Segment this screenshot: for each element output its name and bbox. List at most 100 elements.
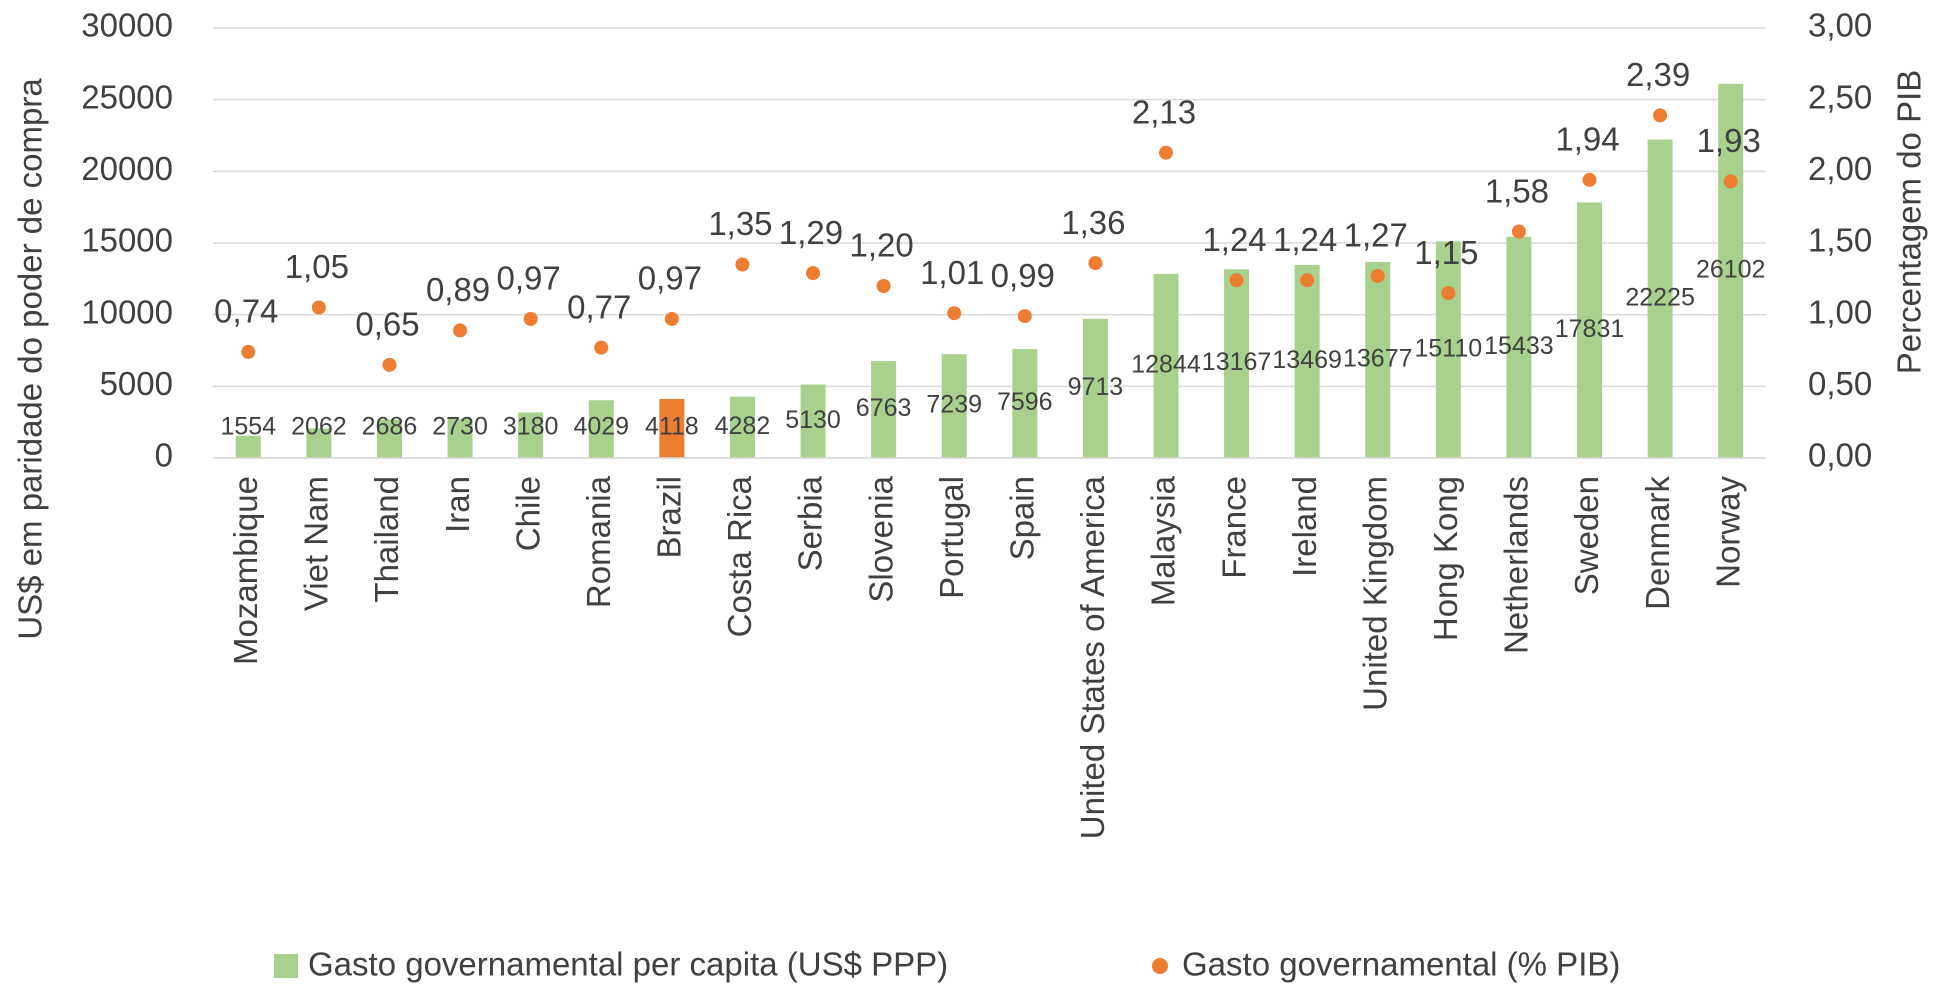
- bar-value-label: 17831: [1555, 315, 1625, 343]
- y2-tick-label: 2,50: [1808, 78, 1872, 115]
- x-tick-label: Hong Kong: [1427, 476, 1464, 641]
- x-tick-label: United Kingdom: [1356, 476, 1393, 711]
- bar-value-label: 4029: [573, 413, 629, 441]
- y2-tick-label: 1,50: [1808, 222, 1872, 259]
- dot-value-label: 1,35: [708, 205, 772, 242]
- x-tick-label: Ireland: [1286, 476, 1323, 577]
- dot-value-label: 0,65: [355, 306, 419, 343]
- bar-value-label: 15110: [1415, 334, 1483, 362]
- x-tick-label: Mozambique: [227, 476, 264, 665]
- bar: [588, 400, 614, 458]
- dot: [1229, 273, 1244, 288]
- x-tick-label: Malaysia: [1145, 475, 1182, 606]
- dot: [1511, 224, 1526, 239]
- y-tick-label: 0: [155, 437, 173, 474]
- dot: [1723, 174, 1738, 189]
- y-axis-title: US$ em paridade do poder de compra: [12, 78, 49, 640]
- x-tick-label: Chile: [509, 476, 546, 551]
- dot-value-label: 1,58: [1485, 172, 1549, 209]
- bar-value-label: 13469: [1272, 346, 1342, 374]
- bar: [1365, 261, 1391, 458]
- x-tick-label: Serbia: [792, 475, 829, 571]
- dot: [947, 306, 962, 321]
- dot-value-label: 1,27: [1344, 217, 1408, 254]
- bar-value-label: 6763: [856, 394, 912, 422]
- dot-value-label: 1,20: [849, 227, 913, 264]
- bar: [800, 384, 826, 458]
- x-tick-label: France: [1215, 476, 1252, 579]
- dot-value-label: 1,93: [1697, 122, 1761, 159]
- dot-value-label: 0,89: [426, 271, 490, 308]
- bar-value-label: 13167: [1202, 348, 1272, 376]
- dot: [806, 266, 821, 281]
- dot-value-label: 2,13: [1132, 93, 1196, 130]
- dot: [311, 300, 326, 315]
- y2-tick-label: 2,00: [1808, 150, 1872, 187]
- bar-value-label: 4282: [715, 412, 771, 440]
- x-tick-label: Slovenia: [862, 475, 899, 602]
- x-tick-label: Denmark: [1639, 476, 1676, 610]
- y2-tick-label: 0,50: [1808, 365, 1872, 402]
- bar-value-label: 26102: [1696, 256, 1766, 284]
- bar: [729, 396, 755, 458]
- x-tick-label: Sweden: [1568, 476, 1605, 595]
- legend-label: Gasto governamental per capita (US$ PPP): [308, 946, 948, 983]
- bar: [1224, 269, 1250, 458]
- dot-value-label: 1,01: [920, 254, 984, 291]
- dot: [1300, 273, 1315, 288]
- dot-value-label: 0,77: [567, 288, 631, 325]
- dot: [1653, 108, 1668, 123]
- dot: [1582, 172, 1597, 187]
- bar: [1577, 202, 1603, 458]
- x-tick-label: Costa Rica: [721, 475, 758, 637]
- dot: [453, 323, 468, 338]
- dot: [594, 340, 609, 355]
- bar: [1082, 318, 1108, 458]
- x-tick-label: Thailand: [368, 476, 405, 603]
- dot: [1158, 145, 1173, 160]
- y2-tick-label: 1,00: [1808, 293, 1872, 330]
- dot: [241, 344, 256, 359]
- bar: [1153, 273, 1179, 458]
- dot-value-label: 1,36: [1061, 204, 1125, 241]
- y2-tick-label: 3,00: [1808, 7, 1872, 44]
- x-tick-label: Iran: [439, 476, 476, 533]
- bar: [871, 361, 897, 458]
- bar-value-label: 9713: [1068, 373, 1124, 401]
- dot: [664, 311, 679, 326]
- y-tick-label: 5000: [100, 365, 173, 402]
- x-tick-label: Portugal: [933, 476, 970, 599]
- dot: [1370, 268, 1385, 283]
- dot-value-label: 1,29: [779, 214, 843, 251]
- dot: [735, 257, 750, 272]
- dot: [523, 311, 538, 326]
- bar: [1012, 349, 1038, 458]
- bar: [1294, 264, 1320, 458]
- bar-value-label: 12844: [1131, 351, 1201, 379]
- bar: [659, 398, 685, 458]
- x-tick-label: Norway: [1709, 476, 1746, 588]
- x-tick-label: Netherlands: [1498, 476, 1535, 654]
- bar: [306, 428, 332, 458]
- dot: [876, 279, 891, 293]
- bar-value-label: 2062: [291, 413, 347, 441]
- legend-label: Gasto governamental (% PIB): [1182, 946, 1620, 983]
- y-tick-label: 10000: [81, 293, 173, 330]
- dot-value-label: 1,15: [1414, 234, 1478, 271]
- y2-tick-label: 0,00: [1808, 437, 1872, 474]
- bar: [1718, 83, 1744, 458]
- bar-value-label: 2686: [362, 413, 418, 441]
- bar: [1435, 241, 1461, 458]
- y-tick-label: 20000: [81, 150, 173, 187]
- bar: [1506, 236, 1532, 458]
- bar-value-label: 3180: [503, 413, 559, 441]
- x-tick-label: Spain: [1004, 476, 1041, 560]
- dot-value-label: 0,97: [497, 260, 561, 297]
- dot: [1088, 256, 1103, 271]
- bar-value-label: 5130: [785, 406, 841, 434]
- bar-value-label: 1554: [220, 413, 276, 441]
- dot-value-label: 1,24: [1202, 221, 1266, 258]
- bar: [447, 418, 473, 458]
- legend-swatch: [274, 954, 298, 978]
